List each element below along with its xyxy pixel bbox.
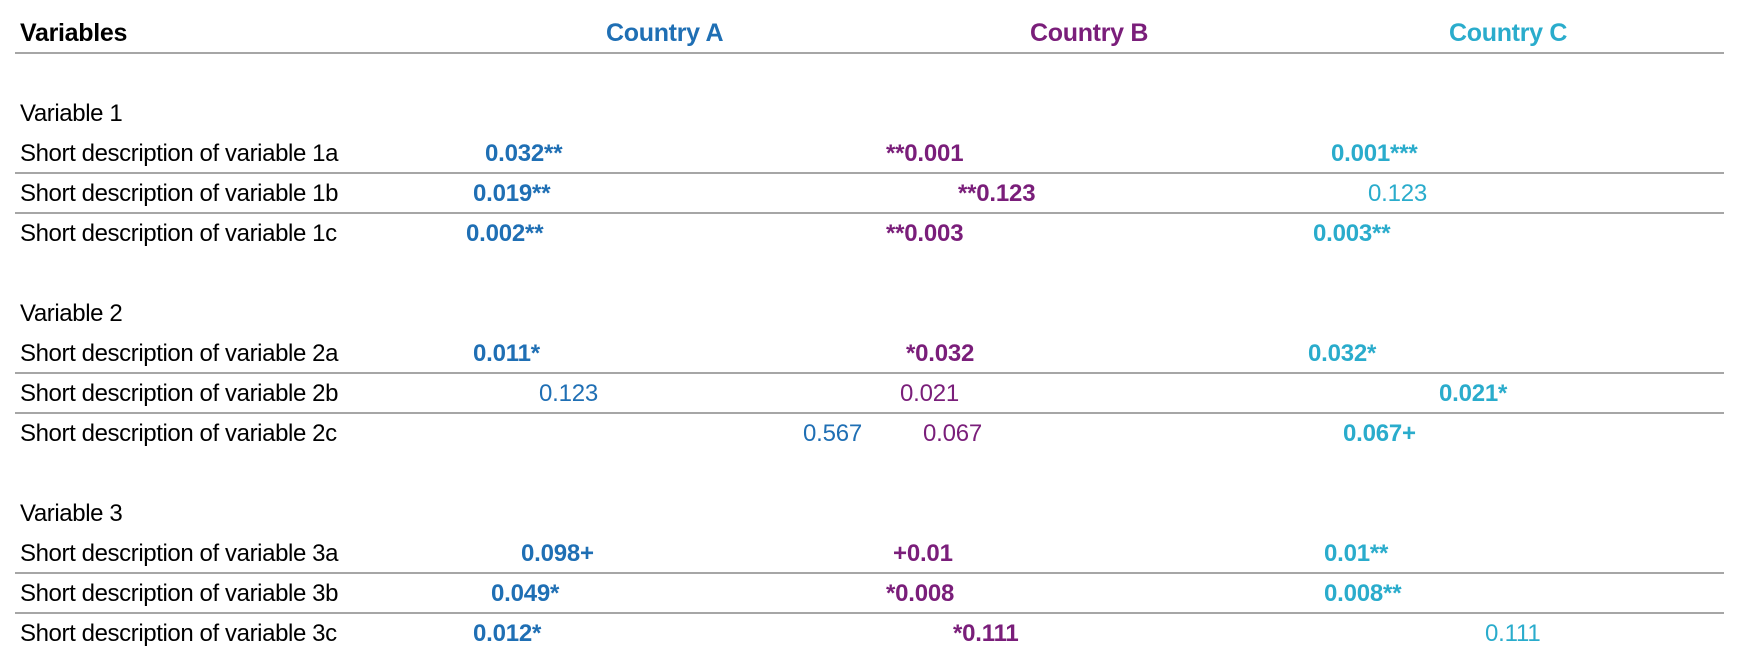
cell-country-b: *0.008 xyxy=(886,580,955,607)
row-description: Short description of variable 3b xyxy=(20,580,339,607)
row-rule xyxy=(15,572,1724,574)
cell-country-c: 0.067+ xyxy=(1343,420,1416,447)
cell-country-c: 0.111 xyxy=(1485,620,1541,647)
row-rule xyxy=(15,412,1724,414)
cell-country-a: 0.049* xyxy=(491,580,560,607)
row-description: Short description of variable 1a xyxy=(20,140,339,167)
cell-country-a: 0.019** xyxy=(473,180,551,207)
header-country-a: Country A xyxy=(606,19,724,47)
row-description: Short description of variable 1c xyxy=(20,220,337,247)
cell-country-b: **0.003 xyxy=(886,220,964,247)
group-label-variable-3: Variable 3 xyxy=(20,500,123,527)
cell-country-c: 0.021* xyxy=(1439,380,1508,407)
cell-country-c: 0.032* xyxy=(1308,340,1377,367)
cell-country-b: *0.032 xyxy=(906,340,975,367)
cell-country-a: 0.098+ xyxy=(521,540,594,567)
header-rule xyxy=(15,52,1724,54)
cell-country-b: 0.067 xyxy=(923,420,983,447)
row-rule xyxy=(15,372,1724,374)
header-variables: Variables xyxy=(20,19,128,47)
cell-country-c: 0.01** xyxy=(1324,540,1389,567)
cell-country-b: +0.01 xyxy=(893,540,953,567)
cell-country-a: 0.032** xyxy=(485,140,563,167)
cell-country-a: 0.011* xyxy=(473,340,540,367)
cell-country-b: 0.021 xyxy=(900,380,960,407)
cell-country-c: 0.003** xyxy=(1313,220,1391,247)
row-rule xyxy=(15,212,1724,214)
header-country-b: Country B xyxy=(1030,19,1149,47)
cell-country-b: **0.123 xyxy=(958,180,1036,207)
row-description: Short description of variable 3a xyxy=(20,540,339,567)
cell-country-a: 0.002** xyxy=(466,220,544,247)
row-rule xyxy=(15,612,1724,614)
row-description: Short description of variable 2a xyxy=(20,340,339,367)
cell-country-c: 0.001*** xyxy=(1331,140,1418,167)
group-label-variable-1: Variable 1 xyxy=(20,100,123,127)
cell-country-a: 0.012* xyxy=(473,620,542,647)
cell-country-a: 0.567 xyxy=(803,420,863,447)
row-description: Short description of variable 2c xyxy=(20,420,337,447)
cell-country-b: **0.001 xyxy=(886,140,964,167)
row-description: Short description of variable 3c xyxy=(20,620,337,647)
cell-country-c: 0.123 xyxy=(1368,180,1428,207)
row-description: Short description of variable 1b xyxy=(20,180,339,207)
cell-country-a: 0.123 xyxy=(539,380,599,407)
cell-country-c: 0.008** xyxy=(1324,580,1402,607)
header-country-c: Country C xyxy=(1449,19,1568,47)
row-rule xyxy=(15,172,1724,174)
group-label-variable-2: Variable 2 xyxy=(20,300,123,327)
row-description: Short description of variable 2b xyxy=(20,380,339,407)
cell-country-b: *0.111 xyxy=(953,620,1019,647)
